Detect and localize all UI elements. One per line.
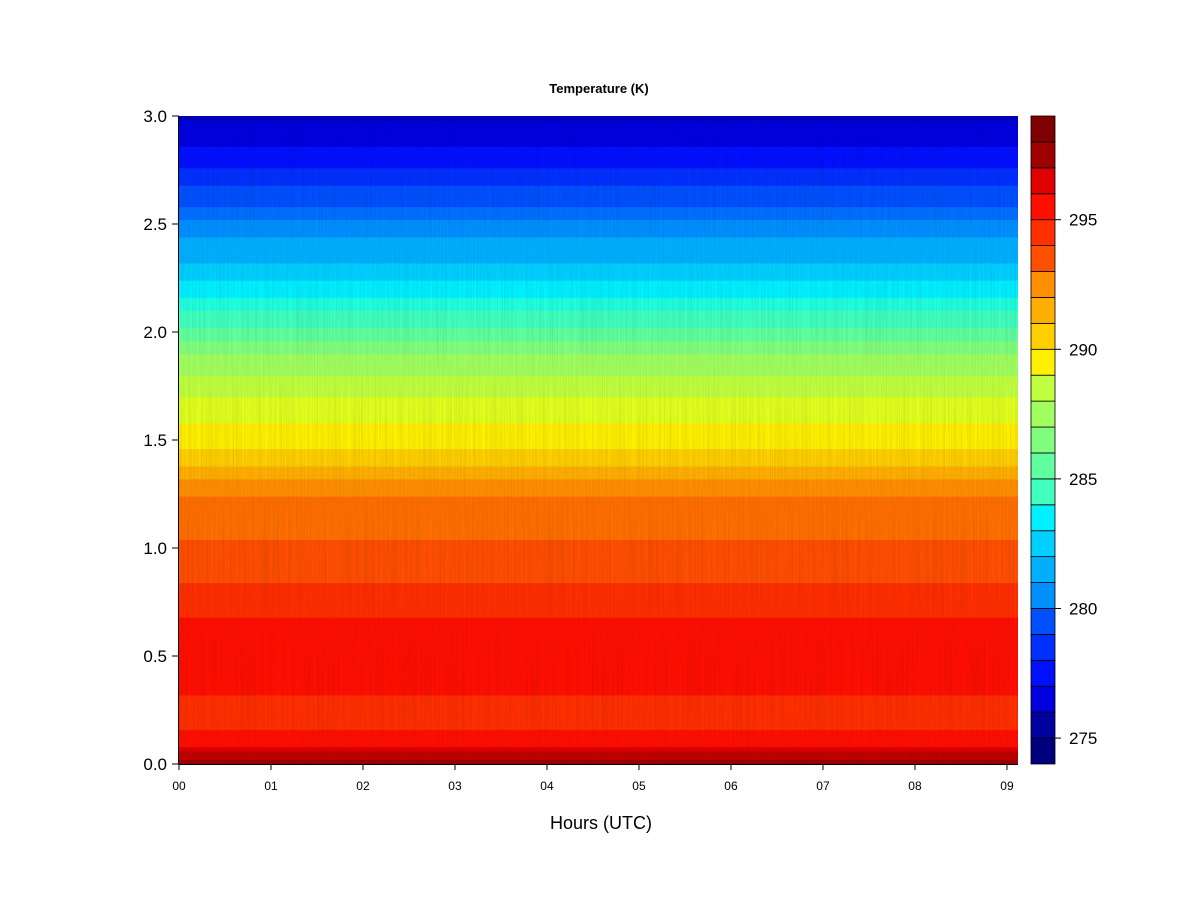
x-tick-label: 03 xyxy=(448,779,462,793)
y-tick-label: 2.0 xyxy=(143,323,167,342)
colorbar-cell xyxy=(1030,141,1056,169)
colorbar-cell xyxy=(1030,426,1056,454)
colorbar-tick-label: 285 xyxy=(1069,470,1097,489)
colorbar-cell xyxy=(1030,634,1056,661)
colorbar-cell xyxy=(1030,271,1056,298)
x-tick-label: 07 xyxy=(816,779,830,793)
colorbar-cell xyxy=(1030,219,1056,246)
colorbar-cell xyxy=(1030,167,1056,195)
colorbar-cell xyxy=(1030,737,1056,765)
colorbar-cell xyxy=(1030,400,1056,428)
heatmap-texture xyxy=(179,116,1018,764)
colorbar-cell xyxy=(1030,711,1056,739)
y-tick-label: 3.0 xyxy=(143,107,167,126)
colorbar-cell xyxy=(1030,374,1056,402)
chart-title: Temperature (K) xyxy=(549,81,648,96)
x-tick-label: 01 xyxy=(264,779,278,793)
colorbar: 275 280 285 290 295 xyxy=(1030,115,1097,765)
colorbar-tick-label: 275 xyxy=(1069,729,1097,748)
colorbar-cell xyxy=(1030,193,1056,221)
colorbar-cell xyxy=(1030,685,1056,713)
colorbar-cell xyxy=(1030,478,1056,506)
x-tick-label: 06 xyxy=(724,779,738,793)
y-tick-label: 2.5 xyxy=(143,215,167,234)
colorbar-cell xyxy=(1030,297,1056,324)
colorbar-cell xyxy=(1030,608,1056,635)
colorbar-cell xyxy=(1030,556,1056,583)
colorbar-tick-label: 295 xyxy=(1069,211,1097,230)
x-tick-label: 09 xyxy=(1000,779,1014,793)
colorbar-tick-label: 290 xyxy=(1069,340,1097,359)
x-tick-label: 05 xyxy=(632,779,646,793)
colorbar-cell xyxy=(1030,530,1056,558)
colorbar-cell xyxy=(1030,582,1056,609)
colorbar-cell xyxy=(1030,504,1056,532)
colorbar-cell xyxy=(1030,322,1056,350)
x-axis-label: Hours (UTC) xyxy=(550,813,652,833)
colorbar-cell xyxy=(1030,245,1056,272)
y-tick-label: 1.0 xyxy=(143,539,167,558)
x-axis: 00 01 02 03 04 05 06 07 08 09 xyxy=(172,764,1018,793)
colorbar-cell xyxy=(1030,452,1056,480)
colorbar-cell xyxy=(1030,348,1056,376)
x-tick-label: 04 xyxy=(540,779,554,793)
colorbar-cell xyxy=(1030,659,1056,687)
x-tick-label: 00 xyxy=(172,779,186,793)
plot-area xyxy=(179,116,1018,764)
y-tick-label: 0.0 xyxy=(143,755,167,774)
x-tick-label: 02 xyxy=(356,779,370,793)
y-axis: 0.0 0.5 1.0 1.5 2.0 2.5 3.0 xyxy=(143,107,179,774)
x-tick-label: 08 xyxy=(908,779,922,793)
y-tick-label: 1.5 xyxy=(143,431,167,450)
colorbar-tick-label: 280 xyxy=(1069,599,1097,618)
colorbar-cell xyxy=(1030,115,1056,143)
y-tick-label: 0.5 xyxy=(143,647,167,666)
